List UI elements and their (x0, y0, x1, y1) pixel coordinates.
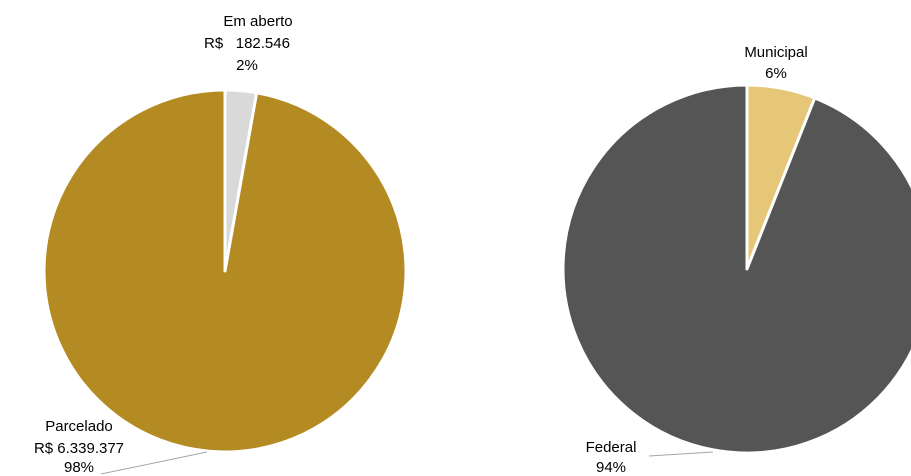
data-label-municipal-percent-label: 6% (765, 65, 787, 82)
data-label-parcelado-percent-label: 98% (64, 459, 94, 476)
data-label-municipal-name: Municipal (744, 44, 807, 61)
data-label-parcelado-value-label: R$ 6.339.377 (34, 440, 124, 457)
data-label-em-aberto-value-label: R$ 182.546 (204, 35, 290, 52)
data-label-parcelado-name: Parcelado (45, 418, 113, 435)
pie-chart-government-level: Municipal 6% Federal 94% (561, 44, 911, 476)
data-label-federal-name: Federal (586, 439, 637, 456)
pie-slice-federal (561, 83, 911, 455)
data-label-em-aberto-percent-label: 2% (236, 57, 258, 74)
pie-slice-parcelado (42, 88, 408, 454)
leader-line-parcelado (100, 451, 208, 475)
data-label-federal-percent-label: 94% (596, 459, 626, 476)
pie-chart-debt-status: Em aberto R$ 182.546 2% Parcelado R$ 6.339.3… (34, 13, 408, 476)
data-label-em-aberto-name: Em aberto (223, 13, 292, 30)
leader-line-federal (648, 451, 714, 457)
